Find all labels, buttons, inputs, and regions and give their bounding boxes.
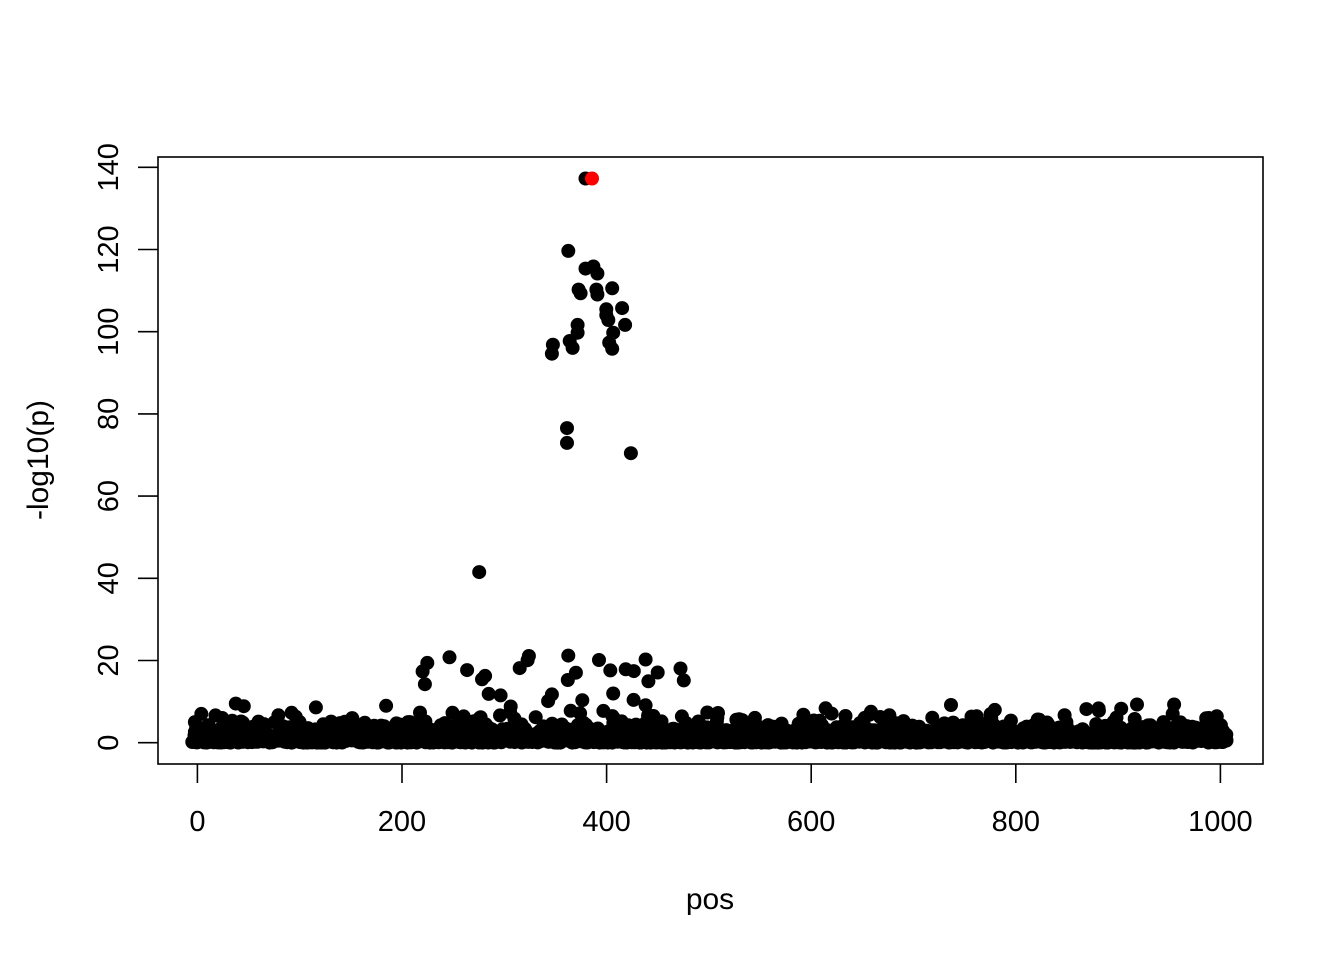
svg-text:100: 100 xyxy=(93,308,125,356)
svg-text:1000: 1000 xyxy=(1188,806,1253,838)
svg-text:140: 140 xyxy=(93,143,125,191)
svg-text:200: 200 xyxy=(378,806,426,838)
svg-text:-log10(p): -log10(p) xyxy=(22,400,55,520)
svg-text:pos: pos xyxy=(686,883,734,916)
svg-text:800: 800 xyxy=(992,806,1040,838)
svg-text:0: 0 xyxy=(189,806,205,838)
svg-text:80: 80 xyxy=(93,398,125,430)
svg-text:120: 120 xyxy=(93,225,125,273)
svg-text:0: 0 xyxy=(93,735,125,751)
svg-text:400: 400 xyxy=(582,806,630,838)
svg-text:60: 60 xyxy=(93,480,125,512)
svg-text:600: 600 xyxy=(787,806,835,838)
svg-text:20: 20 xyxy=(93,644,125,676)
svg-text:40: 40 xyxy=(93,562,125,594)
